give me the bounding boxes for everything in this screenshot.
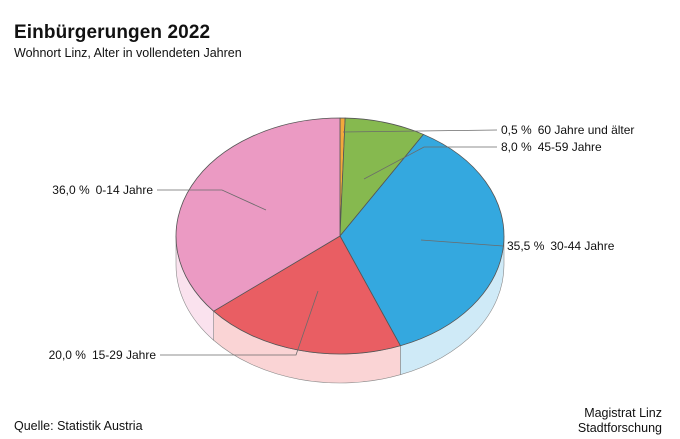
slice-category-1: 45-59 Jahre — [538, 140, 602, 154]
slice-category-0: 60 Jahre und älter — [538, 123, 635, 137]
publisher-line-2: Stadtforschung — [577, 421, 662, 435]
slice-label-4: 36,0 % 0-14 Jahre — [52, 183, 153, 197]
publisher-line-1: Magistrat Linz — [584, 406, 662, 420]
slice-label-2: 35,5 % 30-44 Jahre — [507, 239, 615, 253]
slice-value-3: 20,0 % — [49, 348, 87, 362]
pie-slice-3 — [213, 235, 401, 355]
slice-label-3: 20,0 % 15-29 Jahre — [49, 348, 157, 362]
slice-value-4: 36,0 % — [52, 183, 90, 197]
slice-value-2: 35,5 % — [507, 239, 545, 253]
chart-subtitle: Wohnort Linz, Alter in vollendeten Jahre… — [14, 46, 242, 60]
slice-category-2: 30-44 Jahre — [550, 239, 614, 253]
slice-label-1: 8,0 % 45-59 Jahre — [501, 140, 602, 154]
pie-slices — [175, 117, 505, 355]
slice-labels: 0,5 % 60 Jahre und älter 8,0 % 45-59 Jahre 3… — [49, 123, 635, 362]
slice-value-1: 8,0 % — [501, 140, 532, 154]
slice-value-0: 0,5 % — [501, 123, 532, 137]
slice-label-0: 0,5 % 60 Jahre und älter — [501, 123, 634, 137]
leader-line-1 — [363, 146, 497, 180]
leader-line-2 — [420, 239, 504, 247]
publisher: Magistrat Linz Stadtforschung — [578, 406, 662, 436]
pie-slice-4 — [175, 117, 341, 312]
slice-category-3: 15-29 Jahre — [92, 348, 156, 362]
chart-title: Einbürgerungen 2022 — [14, 22, 211, 43]
leader-line-3 — [160, 290, 319, 356]
leader-line-0 — [342, 129, 498, 133]
source-note: Quelle: Statistik Austria — [14, 419, 143, 433]
leader-lines — [157, 129, 504, 356]
leader-line-4 — [157, 189, 267, 211]
slice-category-4: 0-14 Jahre — [96, 183, 154, 197]
